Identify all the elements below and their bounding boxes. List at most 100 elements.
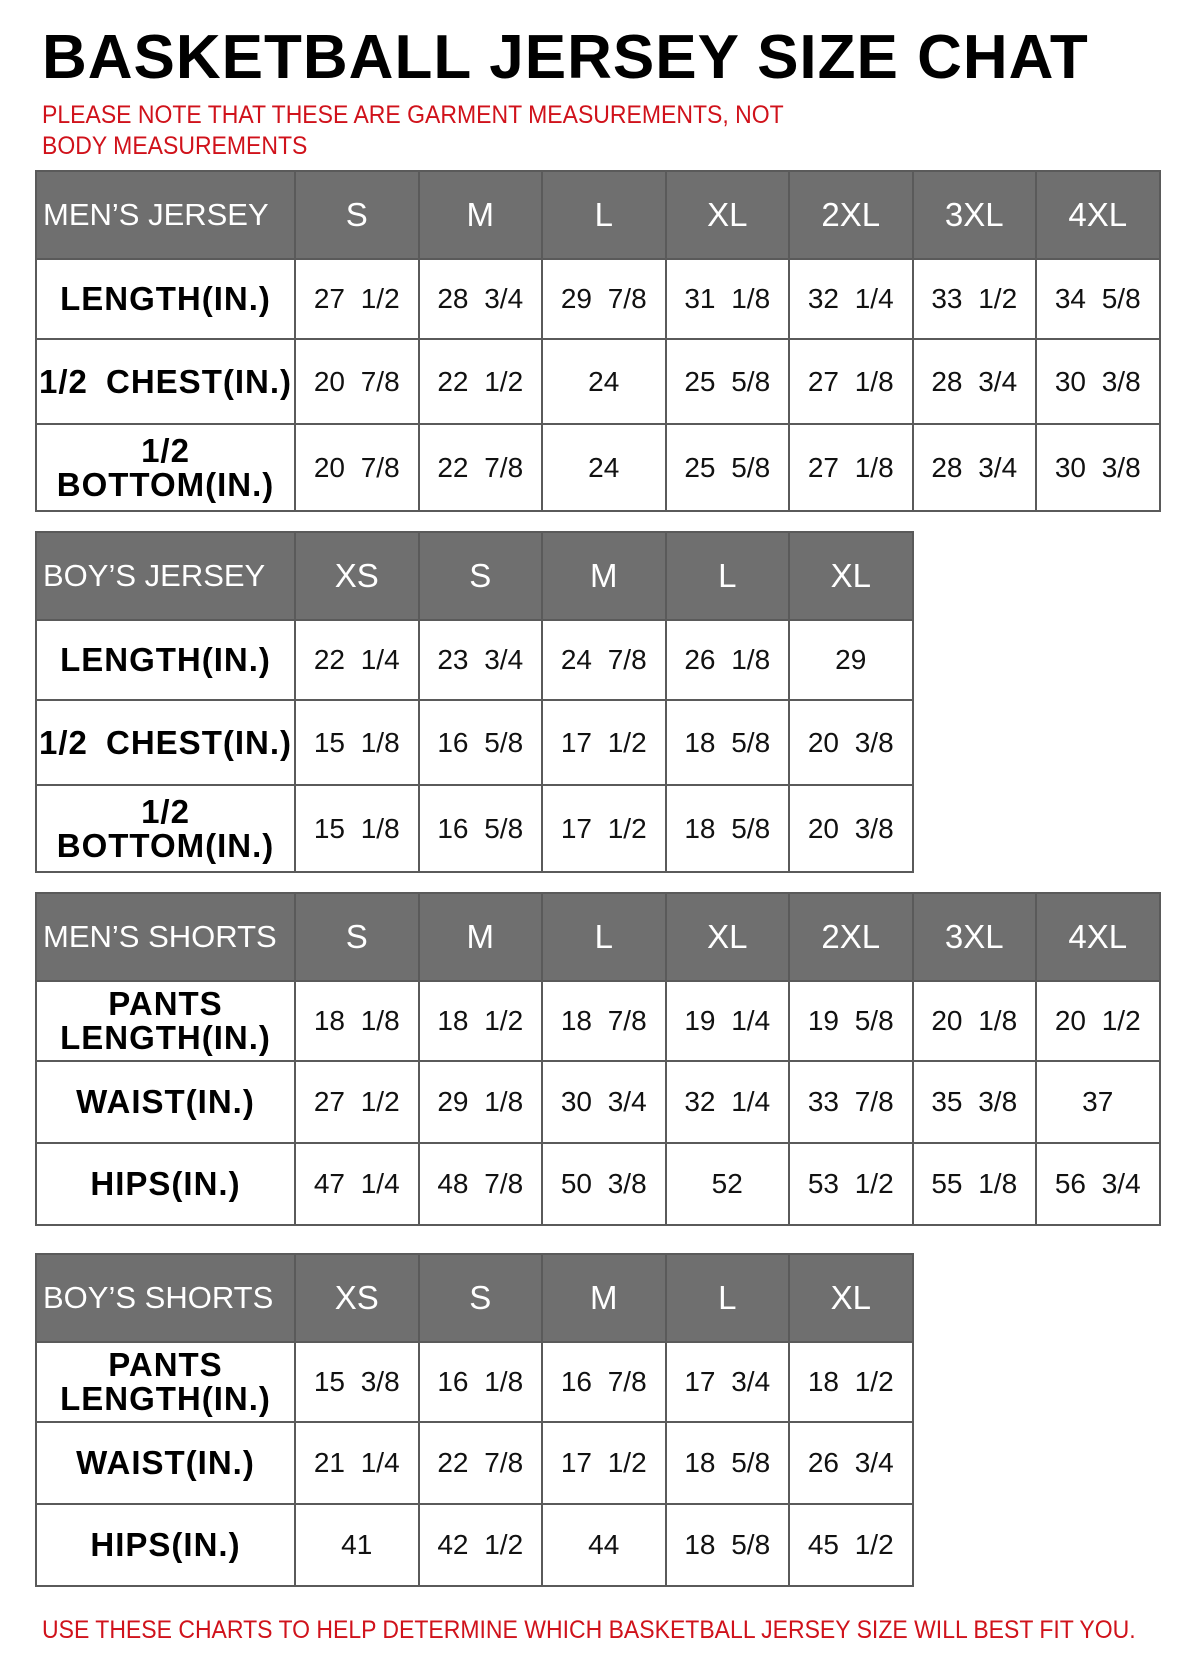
measurement-cell: 18 5/8 <box>664 784 790 873</box>
table-row: 1/2 CHEST(IN.) 20 7/8 22 1/2 24 25 5/8 27 1/8… <box>35 338 1161 425</box>
row-label: 1/2 CHEST(IN.) <box>35 699 296 786</box>
measurement-cell: 17 1/2 <box>541 1421 667 1505</box>
size-header: XS <box>294 1253 420 1343</box>
measurement-cell: 20 3/8 <box>788 699 914 786</box>
measurement-cell: 22 7/8 <box>417 423 543 512</box>
measurement-cell: 25 5/8 <box>664 338 790 425</box>
measurement-cell: 52 <box>664 1142 790 1226</box>
header-row: BOY’S SHORTS XS S M L XL <box>35 1253 914 1343</box>
measurement-cell: 28 3/4 <box>417 258 543 340</box>
size-header: XL <box>664 170 790 260</box>
footer-note: USE THESE CHARTS TO HELP DETERMINE WHICH… <box>42 1616 1136 1644</box>
size-header: XL <box>664 892 790 982</box>
measurement-cell: 20 1/2 <box>1035 980 1161 1062</box>
measurement-cell: 30 3/8 <box>1035 423 1161 512</box>
row-label: HIPS(IN.) <box>35 1142 296 1226</box>
measurement-cell: 18 5/8 <box>664 1503 790 1587</box>
measurement-cell: 29 7/8 <box>541 258 667 340</box>
row-label: WAIST(IN.) <box>35 1421 296 1505</box>
row-label: HIPS(IN.) <box>35 1503 296 1587</box>
measurement-cell: 50 3/8 <box>541 1142 667 1226</box>
measurement-cell: 15 1/8 <box>294 784 420 873</box>
measurement-cell: 26 3/4 <box>788 1421 914 1505</box>
measurement-cell: 18 7/8 <box>541 980 667 1062</box>
table-row: 1/2 CHEST(IN.) 15 1/8 16 5/8 17 1/2 18 5/8 20… <box>35 699 914 786</box>
measurement-cell: 31 1/8 <box>664 258 790 340</box>
size-header: M <box>417 170 543 260</box>
table-heading: MEN’S JERSEY <box>35 170 296 260</box>
measurement-cell: 32 1/4 <box>788 258 914 340</box>
measurement-cell: 18 5/8 <box>664 1421 790 1505</box>
measurement-cell: 17 3/4 <box>664 1341 790 1423</box>
size-table: MEN’S SHORTS S M L XL 2XL 3XL 4XL PANTS LENGTH(I… <box>35 892 1161 1226</box>
measurement-cell: 23 3/4 <box>417 619 543 701</box>
measurement-cell: 55 1/8 <box>911 1142 1037 1226</box>
measurement-cell: 20 1/8 <box>911 980 1037 1062</box>
measurement-cell: 24 7/8 <box>541 619 667 701</box>
measurement-cell: 32 1/4 <box>664 1060 790 1144</box>
measurement-cell: 18 1/2 <box>788 1341 914 1423</box>
row-label: PANTS LENGTH(IN.) <box>35 1341 296 1423</box>
table-row: WAIST(IN.) 21 1/4 22 7/8 17 1/2 18 5/8 26 3/4 <box>35 1421 914 1505</box>
size-header: 2XL <box>788 170 914 260</box>
size-header: 3XL <box>911 892 1037 982</box>
header-row: MEN’S JERSEY S M L XL 2XL 3XL 4XL <box>35 170 1161 260</box>
header-row: BOY’S JERSEY XS S M L XL <box>35 531 914 621</box>
measurement-cell: 15 1/8 <box>294 699 420 786</box>
size-header: XL <box>788 531 914 621</box>
measurement-cell: 34 5/8 <box>1035 258 1161 340</box>
size-header: S <box>294 170 420 260</box>
measurement-cell: 35 3/8 <box>911 1060 1037 1144</box>
table-heading: BOY’S JERSEY <box>35 531 296 621</box>
measurement-cell: 16 5/8 <box>417 699 543 786</box>
measurement-cell: 33 1/2 <box>911 258 1037 340</box>
size-table: MEN’S JERSEY S M L XL 2XL 3XL 4XL LENGTH(IN.) 27 … <box>35 170 1161 512</box>
measurement-cell: 27 1/2 <box>294 258 420 340</box>
measurement-cell: 45 1/2 <box>788 1503 914 1587</box>
measurement-cell: 18 1/8 <box>294 980 420 1062</box>
row-label: 1/2 CHEST(IN.) <box>35 338 296 425</box>
measurement-cell: 22 1/4 <box>294 619 420 701</box>
row-label: 1/2 BOTTOM(IN.) <box>35 423 296 512</box>
measurement-cell: 30 3/4 <box>541 1060 667 1144</box>
table-row: LENGTH(IN.) 27 1/2 28 3/4 29 7/8 31 1/8 32 1/… <box>35 258 1161 340</box>
measurement-cell: 16 5/8 <box>417 784 543 873</box>
measurement-cell: 21 1/4 <box>294 1421 420 1505</box>
header-row: MEN’S SHORTS S M L XL 2XL 3XL 4XL <box>35 892 1161 982</box>
measurement-cell: 48 7/8 <box>417 1142 543 1226</box>
measurement-cell: 16 1/8 <box>417 1341 543 1423</box>
row-label: WAIST(IN.) <box>35 1060 296 1144</box>
size-header: S <box>294 892 420 982</box>
measurement-cell: 16 7/8 <box>541 1341 667 1423</box>
measurement-cell: 19 5/8 <box>788 980 914 1062</box>
size-header: S <box>417 531 543 621</box>
measurement-cell: 41 <box>294 1503 420 1587</box>
measurement-cell: 42 1/2 <box>417 1503 543 1587</box>
measurement-cell: 29 1/8 <box>417 1060 543 1144</box>
size-header: L <box>541 170 667 260</box>
measurement-cell: 30 3/8 <box>1035 338 1161 425</box>
measurement-cell: 44 <box>541 1503 667 1587</box>
table-row: HIPS(IN.) 47 1/4 48 7/8 50 3/8 52 53 1/2 55 1/… <box>35 1142 1161 1226</box>
measurement-cell: 15 3/8 <box>294 1341 420 1423</box>
measurement-cell: 26 1/8 <box>664 619 790 701</box>
measurement-cell: 37 <box>1035 1060 1161 1144</box>
size-table: BOY’S SHORTS XS S M L XL PANTS LENGTH(IN.) 15 3… <box>35 1253 914 1587</box>
measurement-cell: 18 1/2 <box>417 980 543 1062</box>
table-row: 1/2 BOTTOM(IN.) 15 1/8 16 5/8 17 1/2 18 5/8 2… <box>35 784 914 873</box>
size-table: BOY’S JERSEY XS S M L XL LENGTH(IN.) 22 1/4 23 3… <box>35 531 914 873</box>
size-header: XL <box>788 1253 914 1343</box>
size-header: M <box>417 892 543 982</box>
size-header: S <box>417 1253 543 1343</box>
measurement-cell: 29 <box>788 619 914 701</box>
measurement-cell: 28 3/4 <box>911 423 1037 512</box>
measurement-cell: 17 1/2 <box>541 784 667 873</box>
measurement-cell: 22 7/8 <box>417 1421 543 1505</box>
measurement-cell: 47 1/4 <box>294 1142 420 1226</box>
measurement-cell: 24 <box>541 423 667 512</box>
size-header: 2XL <box>788 892 914 982</box>
table-row: 1/2 BOTTOM(IN.) 20 7/8 22 7/8 24 25 5/8 27 1/… <box>35 423 1161 512</box>
measurement-cell: 53 1/2 <box>788 1142 914 1226</box>
size-header: 3XL <box>911 170 1037 260</box>
size-header: 4XL <box>1035 170 1161 260</box>
